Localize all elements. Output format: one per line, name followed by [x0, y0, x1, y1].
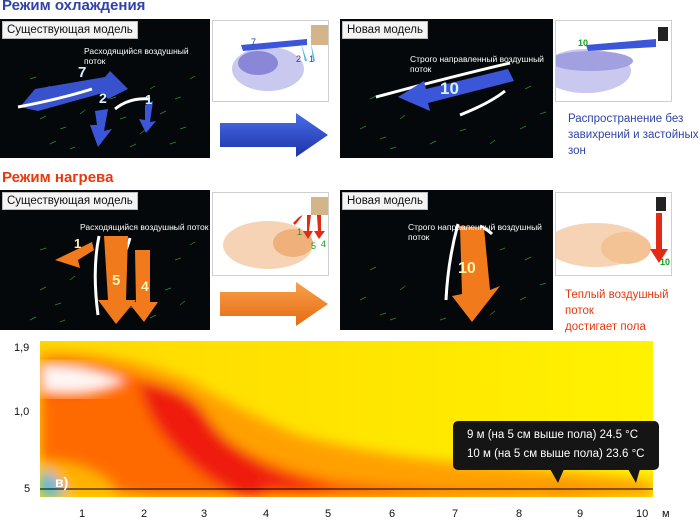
temperature-heatmap: [40, 341, 653, 497]
heating-existing-flow-graphic: [29, 226, 196, 324]
heating-title: Режим нагрева: [2, 169, 114, 186]
cooling-new-thumb-graphic: [556, 27, 668, 93]
cooling-new-tag: Новая модель: [342, 21, 428, 39]
cooling-new-flow-graphic: [359, 61, 547, 150]
cooling-existing-flow-graphic: [17, 71, 196, 150]
heating-transition-arrow: [220, 282, 328, 326]
heatmap-x-label-10: 10: [636, 508, 649, 520]
cooling-title: Режим охлаждения: [2, 0, 146, 14]
cooling-new-thumb-num-10: 10: [578, 38, 589, 48]
heatmap-x-label-6: 6: [389, 508, 396, 520]
cooling-new-thumb: 10: [555, 20, 672, 102]
heating-new-num-10: 10: [458, 260, 476, 277]
heating-existing-num-5: 5: [112, 272, 121, 289]
heating-existing-tag: Существующая модель: [2, 192, 138, 210]
heating-new-flow-graphic: [359, 223, 547, 322]
cooling-new-panel: Новая модель Строго направленный воздушн…: [340, 19, 553, 158]
cooling-existing-num-1: 1: [145, 92, 153, 107]
heating-new-thumb-num-10: 10: [660, 257, 671, 267]
heatmap-x-label-9: 9: [577, 508, 584, 520]
heatmap-panel-letter: в): [55, 474, 69, 490]
temperature-callout: 9 м (на 5 см выше пола) 24.5 °C 10 м (на…: [453, 421, 659, 470]
cooling-thumb-num-1: 1: [309, 54, 315, 64]
heatmap-x-label-8: 8: [516, 508, 523, 520]
heating-new-panel: Новая модель Строго направленный воздушн…: [340, 190, 553, 330]
heatmap-graphic: [40, 341, 653, 497]
cooling-thumb-num-2: 2: [296, 54, 302, 64]
heating-thumb-num-4: 4: [321, 239, 327, 249]
heatmap-y-label-3: 5: [24, 483, 31, 495]
cooling-transition-arrow: [220, 113, 328, 157]
heating-new-flow-label: Строго направленный воздушный поток: [408, 222, 542, 242]
callout-pointers: [550, 469, 640, 483]
heating-new-thumb: 10: [555, 192, 672, 276]
heatmap-x-label-7: 7: [452, 508, 459, 520]
cooling-new-num-10: 10: [440, 79, 459, 98]
heatmap-x-unit: м: [662, 508, 670, 520]
heating-thumb-num-1: 1: [297, 227, 303, 237]
cooling-existing-num-7: 7: [78, 64, 87, 81]
cooling-note-line-1: Распространение без: [568, 113, 684, 125]
heating-note-line-2: достигает пола: [565, 321, 646, 333]
heating-existing-thumb-graphic: [223, 197, 328, 269]
heatmap-x-label-3: 3: [201, 508, 208, 520]
heatmap-x-label-2: 2: [141, 508, 148, 520]
cooling-note: Распространение без завихрений и застойн…: [568, 111, 700, 159]
cooling-existing-num-2: 2: [99, 90, 107, 106]
heating-note-line-1: Теплый воздушный поток: [565, 289, 669, 317]
cooling-existing-panel: Существующая модель Расходящийся воздушн…: [0, 19, 210, 158]
heating-existing-panel: Существующая модель Расходящийся воздушн…: [0, 190, 210, 330]
heating-existing-thumb: 1 5 4: [212, 192, 329, 276]
cooling-thumb-num-7: 7: [251, 37, 257, 47]
heatmap-y-label-2: 1,0: [14, 406, 30, 418]
cooling-existing-thumb: 7 2 1: [212, 20, 329, 102]
heatmap-y-label-1: 1,9: [14, 342, 30, 354]
cooling-existing-tag: Существующая модель: [2, 21, 138, 39]
callout-line-2: 10 м (на 5 см выше пола) 23.6 °C: [467, 448, 645, 460]
heatmap-x-label-1: 1: [79, 508, 86, 520]
heating-existing-num-4: 4: [141, 278, 149, 294]
heating-new-tag: Новая модель: [342, 192, 428, 210]
heatmap-x-label-5: 5: [325, 508, 332, 520]
cooling-existing-flow-label: Расходящийся воздушный поток: [84, 46, 189, 66]
cooling-note-line-2: завихрений и застойных зон: [568, 129, 699, 157]
heatmap-x-label-4: 4: [263, 508, 270, 520]
heating-note: Теплый воздушный поток достигает пола: [565, 287, 700, 335]
callout-line-1: 9 м (на 5 см выше пола) 24.5 °C: [467, 429, 639, 441]
cooling-existing-thumb-graphic: [232, 25, 328, 91]
cooling-new-flow-label: Строго направленный воздушный поток: [410, 54, 544, 74]
heating-thumb-num-5: 5: [311, 241, 317, 251]
heating-existing-num-1: 1: [74, 236, 82, 251]
heating-existing-flow-label: Расходящийся воздушный поток: [80, 222, 209, 232]
heating-new-thumb-graphic: [556, 197, 668, 267]
